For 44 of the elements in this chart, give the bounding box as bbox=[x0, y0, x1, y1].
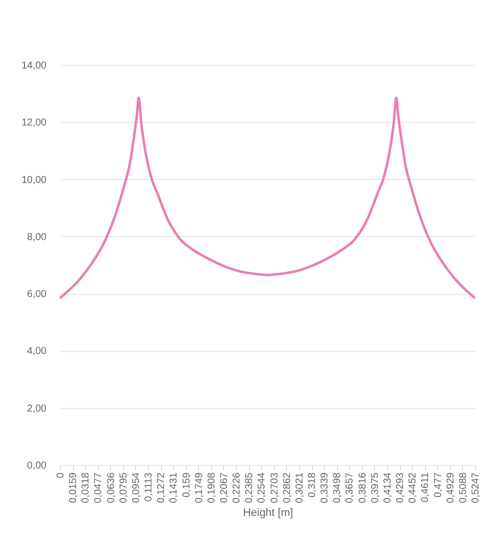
x-tick-label: 0,1749 bbox=[194, 472, 205, 504]
x-tick-label: 0,0159 bbox=[68, 472, 80, 504]
x-tick-label: 0,2067 bbox=[218, 472, 230, 504]
x-tick-label: 0,5088 bbox=[458, 472, 469, 504]
x-tick-label: 0,2703 bbox=[269, 472, 280, 504]
x-tick-label: 0,4929 bbox=[445, 472, 456, 504]
x-tick-label: 0,3816 bbox=[357, 472, 368, 504]
y-tick-label: 2,00 bbox=[27, 403, 47, 414]
x-tick-label: 0,477 bbox=[432, 472, 444, 498]
y-tick-label: 10,00 bbox=[21, 174, 47, 186]
x-tick-label: 0,159 bbox=[181, 472, 192, 498]
x-tick-label: 0,0795 bbox=[118, 472, 130, 504]
x-tick-label: 0,0318 bbox=[80, 472, 92, 504]
y-tick-label: 0,00 bbox=[27, 460, 47, 472]
x-tick-label: 0,3498 bbox=[332, 472, 344, 504]
y-tick-label: 12,00 bbox=[21, 118, 47, 129]
y-tick-label: 8,00 bbox=[27, 232, 47, 243]
x-tick-label: 0,4452 bbox=[408, 472, 419, 504]
line-series bbox=[58, 96, 476, 300]
x-tick-label: 0,2385 bbox=[244, 472, 256, 504]
y-tick-label: 14,00 bbox=[21, 60, 47, 72]
x-tick-label: 0,4293 bbox=[395, 472, 406, 504]
x-tick-label: 0 bbox=[56, 472, 66, 478]
x-tick-label: 0,4134 bbox=[382, 472, 394, 504]
x-tick-label: 0,2544 bbox=[256, 472, 268, 504]
x-tick-label: 0,3657 bbox=[344, 472, 356, 504]
y-tick-label: 6,00 bbox=[27, 289, 47, 300]
x-axis-title: Height [m] bbox=[242, 507, 294, 520]
y-tick-label: 4,00 bbox=[27, 346, 47, 358]
x-tick-label: 0,3021 bbox=[294, 472, 306, 504]
x-tick-label: 0,4611 bbox=[420, 472, 432, 502]
x-tick-label: 0,0477 bbox=[93, 472, 104, 504]
x-tick-label: 0,1272 bbox=[156, 472, 168, 504]
x-tick-label: 0,0636 bbox=[106, 472, 117, 504]
x-tick-label: 0,1431 bbox=[168, 472, 180, 504]
x-tick-label: 0,3975 bbox=[370, 472, 381, 504]
x-tick-label: 0,0954 bbox=[130, 472, 142, 504]
x-tick-label: 0,3339 bbox=[320, 472, 331, 504]
x-tick-label: 0,1113 bbox=[144, 472, 155, 502]
x-tick-label: 0,2862 bbox=[282, 472, 293, 504]
x-tick-label: 0,5247 bbox=[470, 472, 482, 504]
x-tick-label: 0,1908 bbox=[206, 472, 218, 504]
x-tick-label: 0,318 bbox=[307, 472, 318, 498]
x-tick-label: 0,2226 bbox=[232, 472, 243, 504]
